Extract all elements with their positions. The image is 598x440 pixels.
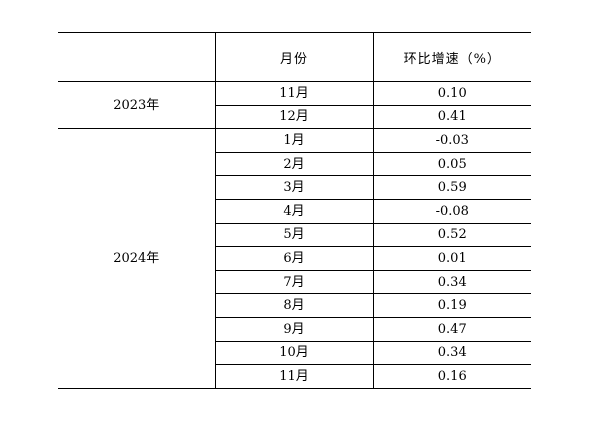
table-row: 2月 0.05 xyxy=(58,152,531,177)
table-row: 6月 0.01 xyxy=(58,246,531,271)
value-cell: -0.03 xyxy=(372,128,531,153)
year-cell-2023: 2023年 xyxy=(58,81,215,130)
month-cell: 9月 xyxy=(214,317,373,342)
value-cell: 0.41 xyxy=(372,105,531,130)
table-row: 5月 0.52 xyxy=(58,223,531,248)
data-table-container: 月份 环比增速（%） 2023年 11月 0.10 12月 0.41 2024年… xyxy=(58,32,531,389)
header-month: 月份 xyxy=(214,32,373,82)
value-cell: -0.08 xyxy=(372,199,531,224)
table-row: 2024年 1月 -0.03 xyxy=(58,128,531,389)
value-cell: 0.10 xyxy=(372,81,531,106)
table-row: 8月 0.19 xyxy=(58,293,531,318)
header-growth-rate: 环比增速（%） xyxy=(372,32,531,82)
month-cell: 11月 xyxy=(214,81,373,106)
header-year xyxy=(58,32,215,82)
table-row: 3月 0.59 xyxy=(58,175,531,200)
table-row: 7月 0.34 xyxy=(58,270,531,295)
year-cell-2024: 2024年 xyxy=(58,128,215,389)
value-cell: 0.05 xyxy=(372,152,531,177)
month-cell: 6月 xyxy=(214,246,373,271)
month-cell: 1月 xyxy=(214,128,373,153)
value-cell: 0.34 xyxy=(372,270,531,295)
table-header-row: 月份 环比增速（%） xyxy=(58,32,531,82)
table-row: 4月 -0.08 xyxy=(58,199,531,224)
table-row: 11月 0.16 xyxy=(58,364,531,389)
value-cell: 0.34 xyxy=(372,341,531,366)
month-over-month-growth-table: 月份 环比增速（%） 2023年 11月 0.10 12月 0.41 2024年… xyxy=(58,32,531,389)
value-cell: 0.52 xyxy=(372,223,531,248)
value-cell: 0.01 xyxy=(372,246,531,271)
value-cell: 0.16 xyxy=(372,364,531,389)
table-row: 9月 0.47 xyxy=(58,317,531,342)
table-row: 2023年 11月 0.10 xyxy=(58,81,531,130)
value-cell: 0.59 xyxy=(372,175,531,200)
month-cell: 3月 xyxy=(214,175,373,200)
month-cell: 5月 xyxy=(214,223,373,248)
month-cell: 4月 xyxy=(214,199,373,224)
month-cell: 12月 xyxy=(214,105,373,130)
month-cell: 8月 xyxy=(214,293,373,318)
table-row: 12月 0.41 xyxy=(58,105,531,130)
month-cell: 2月 xyxy=(214,152,373,177)
table-row: 10月 0.34 xyxy=(58,341,531,366)
value-cell: 0.19 xyxy=(372,293,531,318)
month-cell: 10月 xyxy=(214,341,373,366)
month-cell: 7月 xyxy=(214,270,373,295)
month-cell: 11月 xyxy=(214,364,373,389)
value-cell: 0.47 xyxy=(372,317,531,342)
